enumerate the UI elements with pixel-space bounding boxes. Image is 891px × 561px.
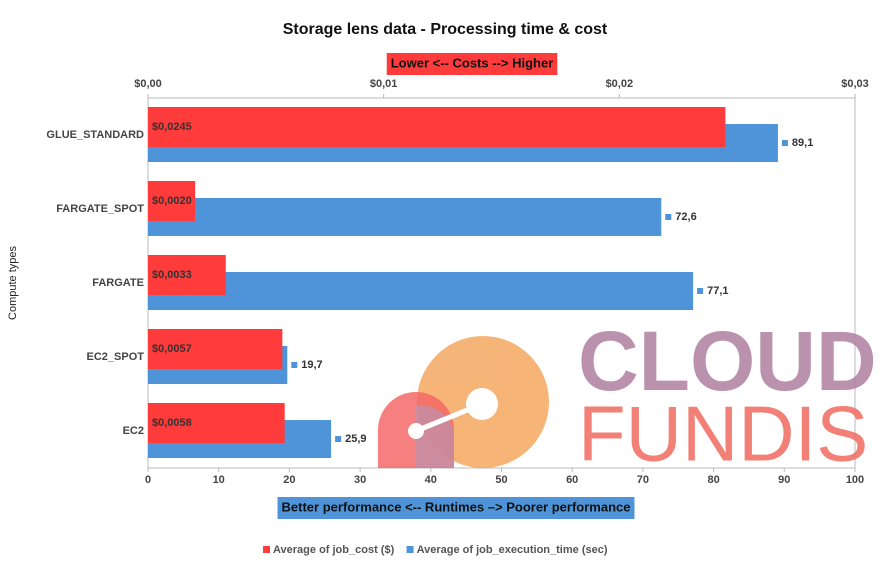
bar — [148, 255, 226, 295]
y-tick-label: GLUE_STANDARD — [46, 129, 144, 141]
bar — [148, 198, 662, 236]
x-tick-label: 0 — [145, 474, 151, 486]
data-label: $0,0245 — [152, 121, 192, 133]
data-label: $0,0057 — [152, 343, 192, 355]
bar — [148, 403, 285, 443]
logo-dot — [408, 423, 424, 439]
watermark-text: FUNDIS — [578, 390, 868, 478]
watermark: CLOUD FUNDIS — [378, 314, 877, 478]
x-tick-label: 100 — [846, 474, 864, 486]
bar — [148, 107, 726, 147]
y-axis-title: Compute types — [7, 246, 19, 320]
x2-tick-label: $0,01 — [370, 78, 398, 90]
x-tick-label: 90 — [778, 474, 790, 486]
x2-tick-label: $0,02 — [606, 78, 634, 90]
data-label: 25,9 — [345, 433, 366, 445]
x-tick-label: 80 — [707, 474, 719, 486]
bar — [148, 329, 283, 369]
bar — [148, 272, 694, 310]
y-tick-label: EC2 — [123, 425, 144, 437]
y-tick-label: FARGATE_SPOT — [56, 203, 144, 215]
x-tick-label: 30 — [354, 474, 366, 486]
y-tick-label: EC2_SPOT — [87, 351, 145, 363]
x2-tick-label: $0,00 — [134, 78, 162, 90]
x-tick-label: 10 — [213, 474, 225, 486]
data-label: $0,0058 — [152, 417, 192, 429]
legend-label: Average of job_execution_time (sec) — [417, 544, 608, 556]
data-label: $0,0033 — [152, 269, 192, 281]
data-label: 19,7 — [301, 359, 322, 371]
x-tick-label: 50 — [495, 474, 507, 486]
x-tick-label: 40 — [425, 474, 437, 486]
data-label: 72,6 — [675, 211, 696, 223]
data-label: 89,1 — [792, 137, 813, 149]
x-axis-title-box — [277, 497, 635, 519]
data-label: $0,0020 — [152, 195, 192, 207]
label-key — [335, 436, 342, 442]
label-key — [781, 140, 788, 146]
x-tick-label: 70 — [637, 474, 649, 486]
bar — [148, 181, 196, 221]
x2-axis-title: Lower <-- Costs --> Higher — [391, 55, 554, 70]
watermark-text: CLOUD — [578, 314, 877, 408]
x-axis-title: Better performance <-- Runtimes –> Poore… — [282, 499, 631, 514]
logo-dot — [466, 388, 498, 420]
plot-area: 0 10 20 30 40 50 60 70 80 90 100 $0,00 $0,01 $0,02 $0,… — [7, 53, 869, 519]
legend-key — [263, 546, 270, 553]
y-tick-label: FARGATE — [92, 277, 144, 289]
label-key — [291, 362, 298, 368]
data-label: 77,1 — [707, 285, 728, 297]
x-tick-label: 20 — [283, 474, 295, 486]
label-key — [665, 214, 672, 220]
x-tick-label: 60 — [566, 474, 578, 486]
chart-title: Storage lens data - Processing time & co… — [283, 21, 608, 38]
legend-label: Average of job_cost ($) — [273, 544, 395, 556]
x2-tick-label: $0,03 — [841, 78, 869, 90]
legend-key — [406, 546, 414, 553]
x2-axis-title-box — [386, 53, 558, 75]
label-key — [697, 288, 704, 294]
